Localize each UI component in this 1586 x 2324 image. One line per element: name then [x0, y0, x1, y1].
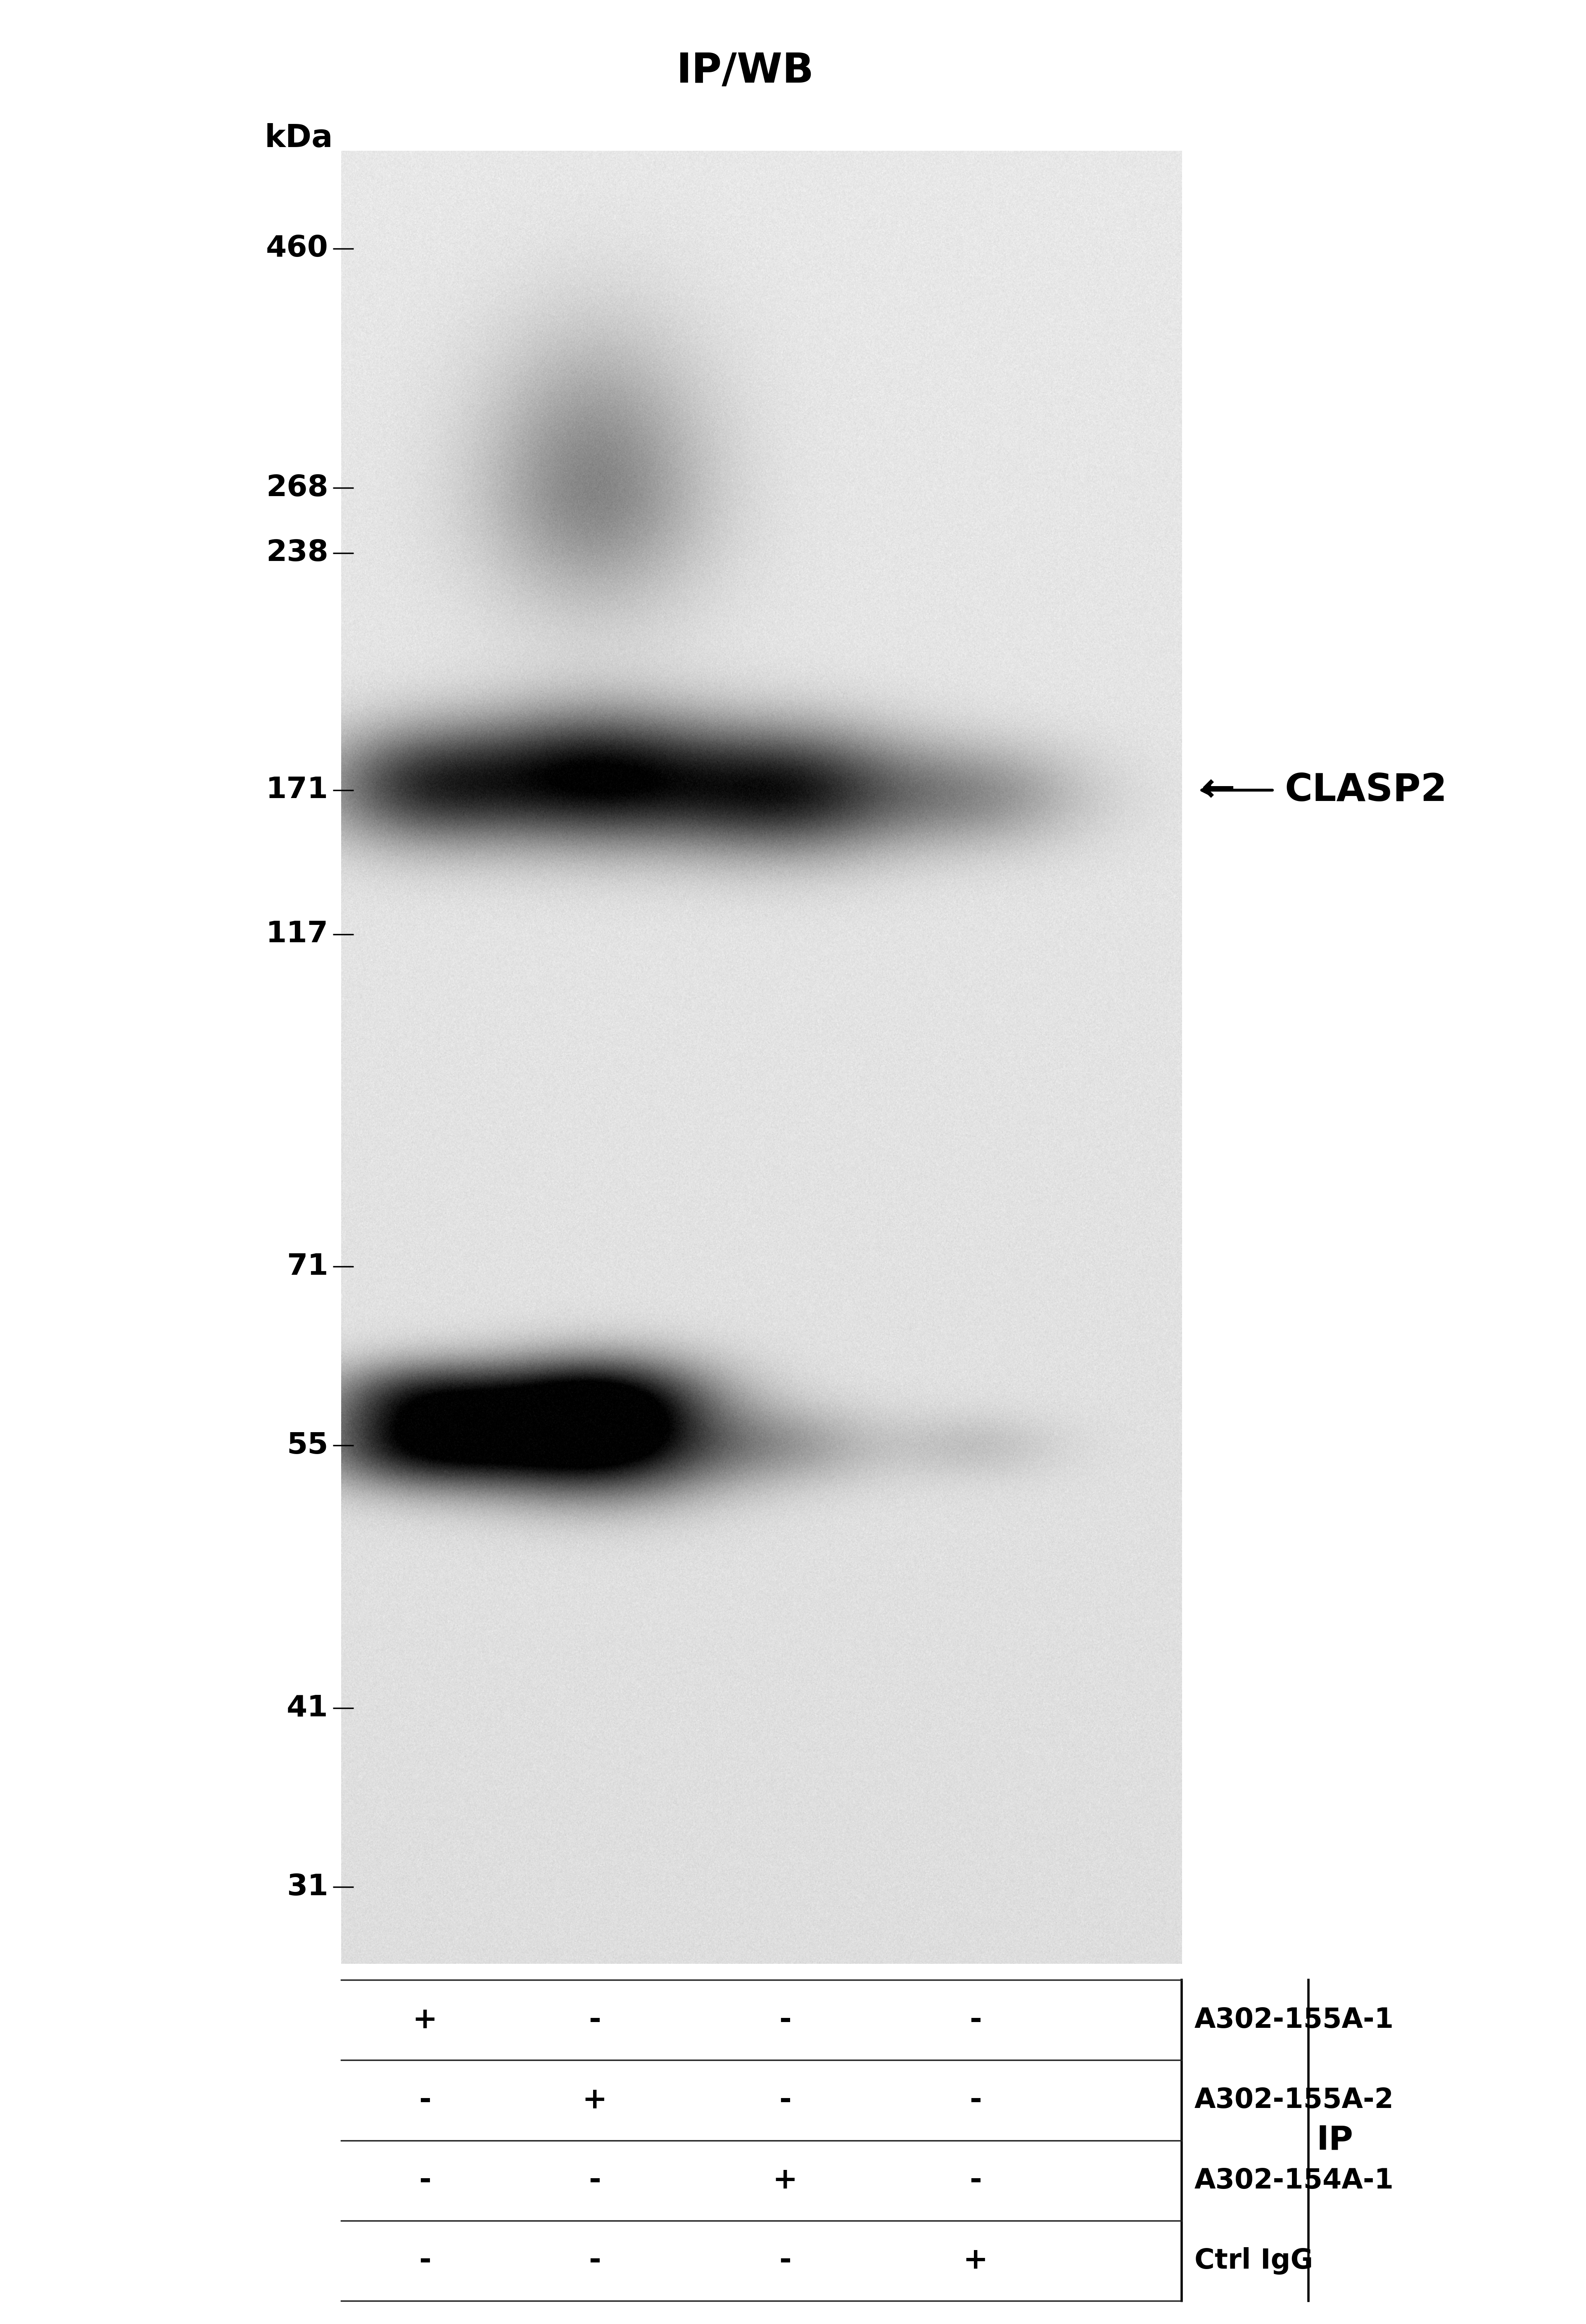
Text: IP: IP [1316, 2124, 1353, 2157]
Text: -: - [779, 2087, 791, 2115]
Text: -: - [419, 2166, 431, 2194]
Text: -: - [779, 2006, 791, 2034]
Text: kDa: kDa [265, 123, 333, 153]
Text: 31: 31 [287, 1873, 328, 1901]
Text: A302-155A-1: A302-155A-1 [1194, 2006, 1394, 2034]
Text: -: - [969, 2087, 982, 2115]
Text: +: + [582, 2087, 607, 2115]
Text: ←: ← [1201, 769, 1235, 811]
Text: -: - [969, 2006, 982, 2034]
Text: A302-155A-2: A302-155A-2 [1194, 2087, 1394, 2115]
Text: CLASP2: CLASP2 [1285, 772, 1446, 809]
Text: 71: 71 [287, 1253, 328, 1281]
Text: 268: 268 [266, 474, 328, 502]
Text: A302-154A-1: A302-154A-1 [1194, 2166, 1394, 2194]
Text: -: - [588, 2006, 601, 2034]
Text: -: - [779, 2247, 791, 2275]
Text: -: - [419, 2247, 431, 2275]
Text: 41: 41 [287, 1694, 328, 1722]
Text: +: + [412, 2006, 438, 2034]
Text: 117: 117 [266, 920, 328, 948]
Text: Ctrl IgG: Ctrl IgG [1194, 2247, 1313, 2275]
Text: 171: 171 [266, 776, 328, 804]
Text: 55: 55 [287, 1432, 328, 1459]
Text: -: - [588, 2247, 601, 2275]
Text: -: - [419, 2087, 431, 2115]
Text: +: + [963, 2247, 988, 2275]
Text: -: - [969, 2166, 982, 2194]
Text: -: - [588, 2166, 601, 2194]
Text: 238: 238 [266, 539, 328, 567]
Text: 460: 460 [266, 235, 328, 263]
Text: +: + [772, 2166, 798, 2194]
Text: IP/WB: IP/WB [677, 51, 814, 91]
